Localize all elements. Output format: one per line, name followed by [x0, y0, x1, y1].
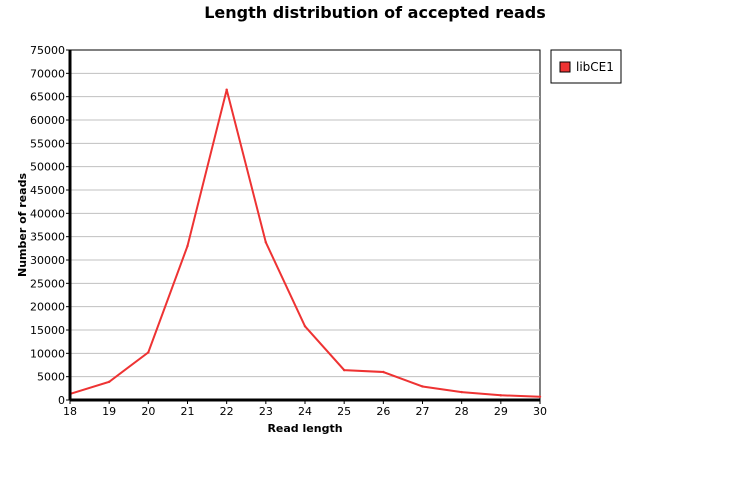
y-tick-label: 0 — [58, 394, 65, 407]
data-point — [538, 395, 542, 398]
y-tick-label: 45000 — [30, 184, 65, 197]
x-tick-label: 30 — [533, 405, 547, 418]
y-tick-label: 5000 — [37, 371, 65, 384]
y-axis-ticks: 0 5000 10000 15000 20000 25000 30000 35000 40000… — [30, 44, 70, 407]
data-point — [421, 385, 424, 388]
data-point — [147, 351, 150, 354]
x-tick-label: 23 — [259, 405, 273, 418]
data-point — [225, 88, 228, 91]
y-tick-label: 10000 — [30, 347, 65, 360]
data-point — [382, 370, 385, 374]
x-tick-label: 26 — [376, 405, 390, 418]
x-tick-label: 19 — [102, 405, 116, 418]
data-point — [303, 325, 307, 328]
legend-swatch — [559, 61, 571, 73]
y-tick-label: 20000 — [30, 301, 65, 314]
legend-label: libCE1 — [576, 60, 614, 74]
plot-background — [69, 49, 541, 401]
x-tick-label: 28 — [455, 405, 469, 418]
x-tick-label: 27 — [416, 405, 430, 418]
y-axis-title: Number of reads — [16, 173, 29, 277]
y-tick-label: 55000 — [30, 137, 65, 150]
x-tick-label: 18 — [63, 405, 77, 418]
x-tick-label: 22 — [220, 405, 234, 418]
x-axis-ticks: 18 19 20 21 22 23 24 25 26 27 28 29 30 — [63, 400, 547, 418]
data-point — [186, 244, 189, 248]
y-tick-label: 70000 — [30, 67, 65, 80]
chart-title: Length distribution of accepted reads — [204, 3, 546, 22]
x-tick-label: 20 — [141, 405, 155, 418]
data-point — [499, 394, 503, 397]
x-tick-label: 24 — [298, 405, 312, 418]
y-tick-label: 25000 — [30, 277, 65, 290]
plot-area: 0 5000 10000 15000 20000 25000 30000 35000 40000… — [30, 44, 547, 418]
y-tick-label: 15000 — [30, 324, 65, 337]
y-tick-label: 40000 — [30, 207, 65, 220]
data-point — [342, 368, 346, 372]
data-point — [460, 390, 463, 394]
x-axis-title: Read length — [267, 422, 342, 435]
data-point — [107, 380, 111, 383]
y-tick-label: 50000 — [30, 161, 65, 174]
y-tick-label: 35000 — [30, 231, 65, 244]
x-tick-label: 29 — [494, 405, 508, 418]
y-tick-label: 75000 — [30, 44, 65, 57]
y-tick-label: 30000 — [30, 254, 65, 267]
y-tick-label: 60000 — [30, 114, 65, 127]
x-tick-label: 25 — [337, 405, 351, 418]
grid-lines — [70, 72, 540, 378]
legend: libCE1 — [550, 49, 622, 84]
y-tick-label: 65000 — [30, 91, 65, 104]
data-point — [264, 241, 268, 244]
x-tick-label: 21 — [181, 405, 195, 418]
